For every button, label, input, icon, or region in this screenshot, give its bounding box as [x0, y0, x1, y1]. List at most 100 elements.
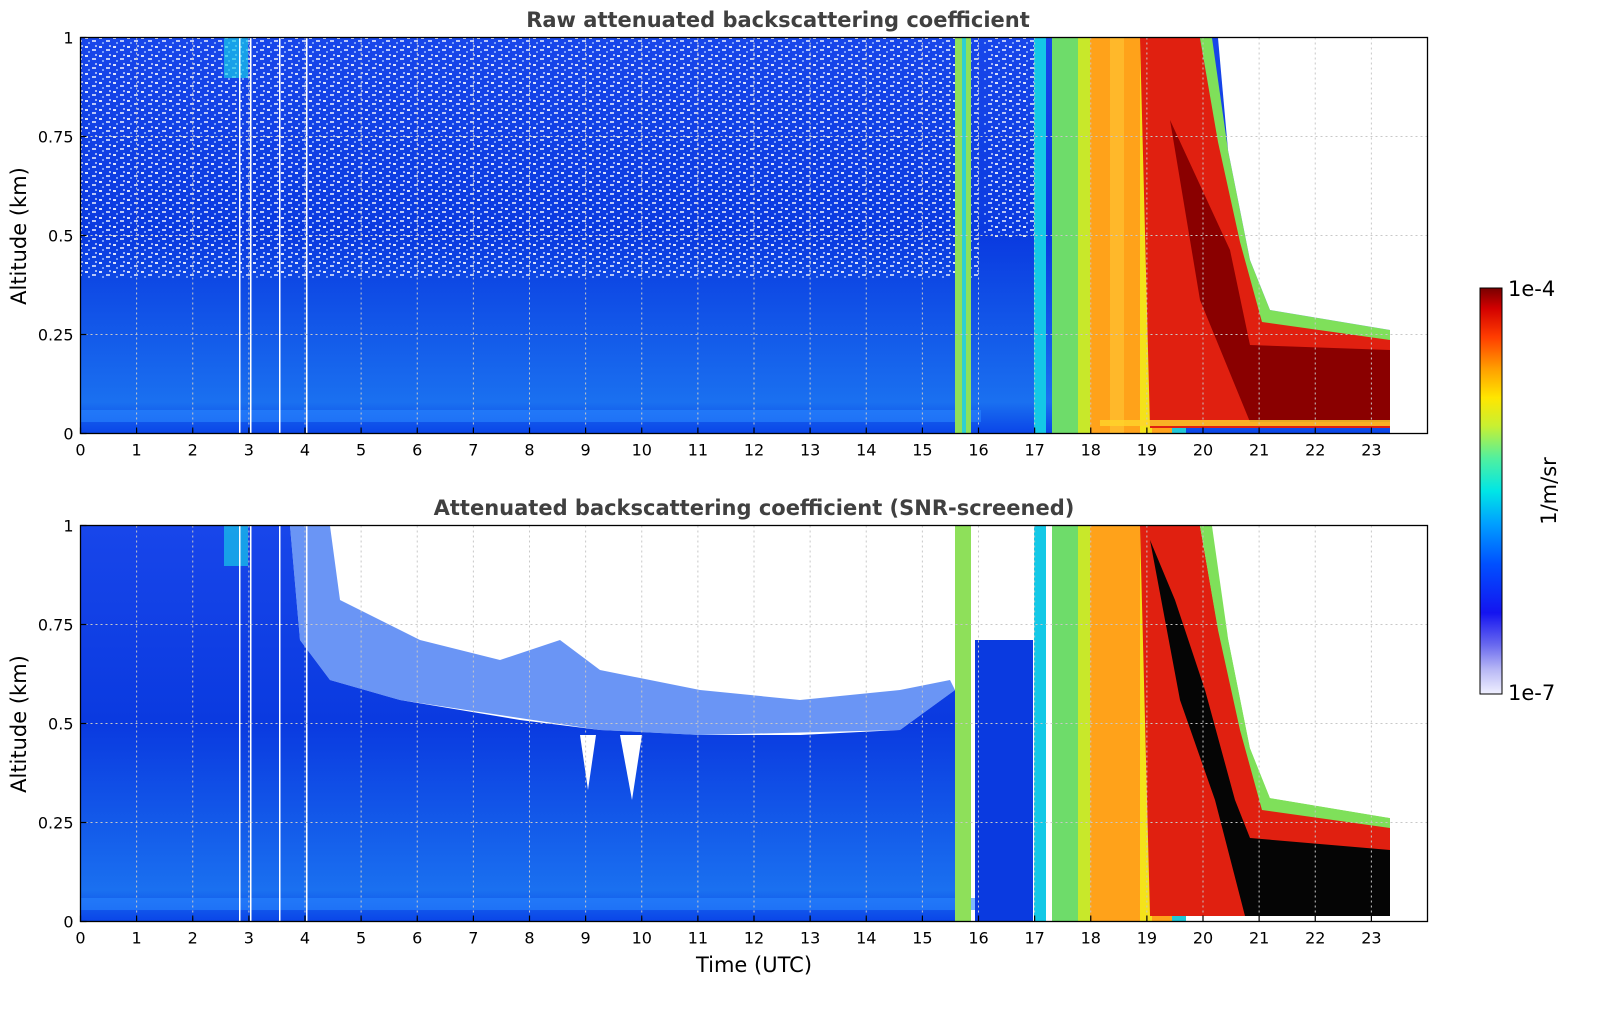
x-tick-label: 18	[1081, 929, 1101, 948]
x-axis-label: Time (UTC)	[695, 953, 812, 977]
panel-screened-y-axis: 0 0.25 0.5 0.75 1	[38, 517, 87, 932]
x-tick-label: 22	[1305, 929, 1325, 948]
x-tick-label: 18	[1081, 441, 1101, 460]
x-tick-label: 7	[468, 929, 478, 948]
panel-screened-gridlines	[80, 525, 1428, 922]
x-tick-label: 1	[132, 929, 142, 948]
panel-screened-title: Attenuated backscattering coefficient (S…	[434, 496, 1075, 520]
y-tick-label: 0.25	[38, 326, 74, 345]
y-tick-label: 0.25	[38, 814, 74, 833]
panel-screened-x-axis: 0 1 2 3 4 5 6 7 8 9 10 11 12 13 14 15 16 17 18 19 20 21 22 23	[75, 915, 1382, 948]
x-tick-label: 23	[1361, 929, 1381, 948]
raw-surface-stripe-late	[1100, 420, 1390, 426]
x-tick-label: 22	[1305, 441, 1325, 460]
x-tick-label: 14	[856, 929, 876, 948]
screened-dip-9_8h	[620, 735, 642, 800]
screened-gap-line-1	[239, 526, 241, 922]
x-tick-label: 5	[356, 441, 366, 460]
x-tick-label: 19	[1137, 441, 1157, 460]
panel-raw-y-axis: 0 0.25 0.5 0.75 1	[38, 29, 87, 444]
x-tick-label: 2	[188, 929, 198, 948]
raw-haze-0-2h	[224, 38, 248, 78]
colorbar-unit-label: 1/m/sr	[1537, 457, 1561, 525]
y-tick-label: 0.5	[48, 227, 73, 246]
x-tick-label: 16	[968, 441, 988, 460]
panel-raw-gridlines	[80, 37, 1428, 434]
x-tick-label: 3	[244, 929, 254, 948]
colorbar-top-label: 1e-4	[1508, 277, 1555, 301]
x-tick-label: 12	[744, 441, 764, 460]
y-tick-label: 0.5	[48, 715, 73, 734]
screened-gap-line-3	[279, 526, 281, 922]
x-tick-label: 11	[688, 441, 708, 460]
screened-black-saturation	[1150, 540, 1390, 916]
x-tick-label: 2	[188, 441, 198, 460]
screened-column-16h-blue	[975, 640, 1033, 922]
x-tick-label: 3	[244, 441, 254, 460]
x-tick-label: 8	[524, 929, 534, 948]
x-tick-label: 6	[412, 929, 422, 948]
raw-noise-texture-late	[984, 38, 1034, 238]
raw-column-17_6h	[1078, 38, 1090, 434]
x-tick-label: 16	[968, 929, 988, 948]
x-tick-label: 8	[524, 441, 534, 460]
x-tick-label: 11	[688, 929, 708, 948]
screened-surface-layer	[81, 898, 981, 910]
x-tick-label: 17	[1024, 929, 1044, 948]
x-tick-label: 7	[468, 441, 478, 460]
x-tick-label: 23	[1361, 441, 1381, 460]
x-tick-label: 4	[300, 929, 310, 948]
panel-raw-y-label: Altitude (km)	[7, 167, 31, 305]
raw-dark-red-boundary-layer	[1170, 120, 1390, 422]
x-tick-label: 20	[1193, 441, 1213, 460]
y-tick-label: 0	[63, 425, 73, 444]
x-tick-label: 1	[132, 441, 142, 460]
screened-empty-upper-late	[1218, 526, 1390, 818]
raw-gap-line-3	[279, 38, 281, 434]
raw-layer-top-green-edge	[1200, 38, 1390, 340]
x-tick-label: 9	[581, 441, 591, 460]
x-tick-label: 19	[1137, 929, 1157, 948]
y-tick-label: 0	[63, 913, 73, 932]
screened-haze-2_5h	[224, 526, 248, 566]
x-tick-label: 6	[412, 441, 422, 460]
x-tick-label: 20	[1193, 929, 1213, 948]
raw-noise-texture	[81, 38, 981, 278]
x-tick-label: 10	[632, 929, 652, 948]
x-tick-label: 17	[1024, 441, 1044, 460]
screened-dip-9h	[580, 735, 596, 790]
x-tick-label: 15	[912, 929, 932, 948]
raw-column-15_6h-edge	[962, 38, 966, 434]
x-tick-label: 15	[912, 441, 932, 460]
x-tick-label: 21	[1249, 441, 1269, 460]
panel-raw: Raw attenuated backscattering coefficien…	[7, 8, 1429, 460]
panel-raw-x-axis: 0 1 2 3 4 5 6 7 8 9 10 11 12 13 14 15 16 17 18 19 20 21 22 23	[75, 427, 1382, 460]
raw-surface-layer	[81, 410, 981, 422]
x-tick-label: 14	[856, 441, 876, 460]
x-tick-label: 21	[1249, 929, 1269, 948]
x-tick-label: 0	[75, 929, 85, 948]
raw-empty-upper-late	[1218, 38, 1390, 330]
x-tick-label: 13	[800, 929, 820, 948]
y-tick-label: 0.75	[38, 128, 74, 147]
x-tick-label: 0	[75, 441, 85, 460]
x-tick-label: 10	[632, 441, 652, 460]
x-tick-label: 9	[581, 929, 591, 948]
panel-raw-title: Raw attenuated backscattering coefficien…	[526, 8, 1030, 32]
colorbar-gradient	[1479, 287, 1503, 695]
panel-screened: Attenuated backscattering coefficient (S…	[7, 496, 1429, 977]
x-tick-label: 5	[356, 929, 366, 948]
colorbar-bottom-label: 1e-7	[1508, 681, 1555, 705]
x-tick-label: 13	[800, 441, 820, 460]
x-tick-label: 12	[744, 929, 764, 948]
panel-screened-y-label: Altitude (km)	[7, 655, 31, 793]
x-tick-label: 4	[300, 441, 310, 460]
y-tick-label: 1	[63, 29, 73, 48]
y-tick-label: 1	[63, 517, 73, 536]
screened-column-17_6h	[1078, 526, 1090, 922]
raw-gap-line-1	[239, 38, 241, 434]
screened-layer-top-green-edge	[1200, 526, 1390, 828]
y-tick-label: 0.75	[38, 616, 74, 635]
colorbar: 1e-4 1e-7 1/m/sr	[1479, 277, 1561, 705]
